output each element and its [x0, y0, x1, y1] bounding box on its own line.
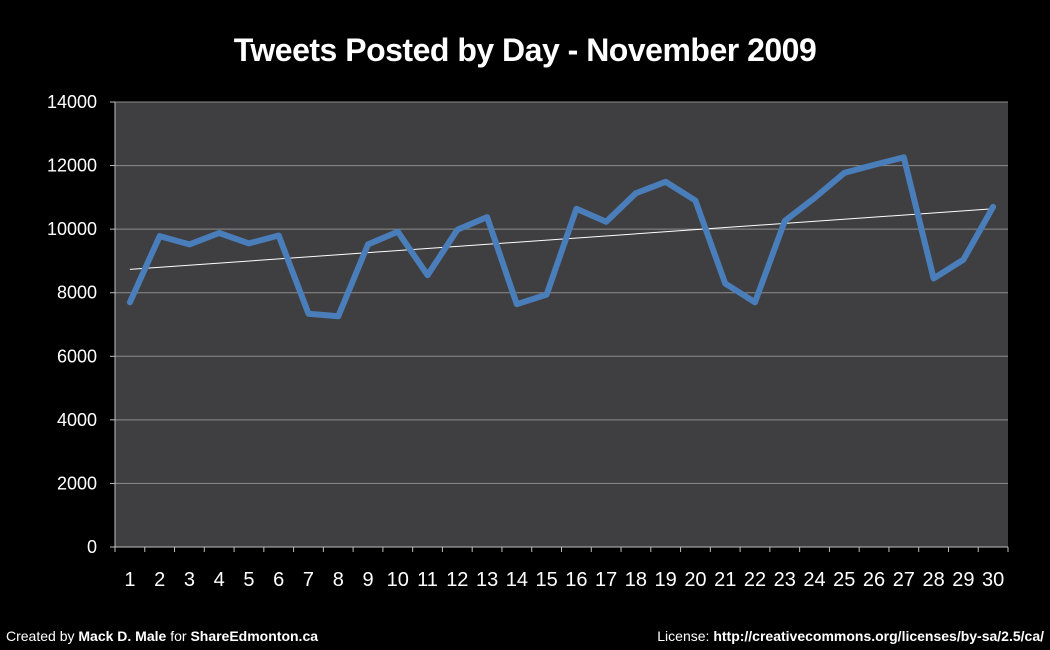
y-tick-label: 0: [87, 537, 97, 557]
trendline-layer: [129, 208, 994, 270]
footer-credit-middle: for: [166, 628, 191, 644]
y-tick-label: 14000: [47, 92, 97, 112]
footer-credit-prefix: Created by: [6, 628, 79, 644]
x-tick-label: 18: [625, 569, 647, 591]
x-tick-label: 25: [833, 569, 855, 591]
x-tick-label: 7: [303, 569, 314, 591]
x-tick-label: 13: [476, 569, 498, 591]
x-axis-tick-labels: 1 2 3 4 5 6 7 8 9 10 11 12 13 14 15 16 17 18 19 20 21 22 23 24 2…: [124, 569, 1004, 591]
x-tick-label: 20: [684, 569, 706, 591]
x-tick-label: 23: [774, 569, 796, 591]
series-layer: [126, 154, 997, 320]
x-tick-label: 30: [982, 569, 1004, 591]
x-tick-label: 26: [863, 569, 885, 591]
x-tick-label: 5: [243, 569, 254, 591]
x-tick-label: 16: [565, 569, 587, 591]
footer-author: Mack D. Male: [78, 628, 167, 644]
x-tick-label: 11: [417, 569, 438, 591]
y-tick-label: 8000: [57, 283, 97, 303]
x-tick-label: 21: [714, 569, 736, 591]
x-tick-label: 22: [744, 569, 766, 591]
axes: [110, 101, 1009, 552]
y-tick-label: 10000: [47, 219, 97, 239]
x-tick-label: 24: [803, 569, 825, 591]
x-tick-label: 17: [595, 569, 617, 591]
plot-area: [115, 102, 1008, 547]
y-tick-label: 2000: [57, 473, 97, 493]
x-tick-label: 14: [506, 569, 528, 591]
x-tick-label: 9: [362, 569, 373, 591]
y-tick-label: 4000: [57, 410, 97, 430]
footer-credit: Created by Mack D. Male for ShareEdmonto…: [6, 628, 318, 644]
footer-site: ShareEdmonton.ca: [190, 628, 319, 644]
x-tick-label: 8: [333, 569, 344, 591]
x-tick-label: 2: [154, 569, 165, 591]
x-tick-label: 4: [214, 569, 225, 591]
x-tick-label: 19: [655, 569, 677, 591]
gridlines: [115, 101, 1008, 484]
x-tick-label: 3: [184, 569, 195, 591]
x-tick-label: 29: [952, 569, 974, 591]
series-line: [126, 154, 997, 320]
x-tick-label: 10: [387, 569, 409, 591]
x-tick-label: 12: [446, 569, 468, 591]
trendline: [129, 208, 994, 270]
chart-title: Tweets Posted by Day - November 2009: [233, 32, 817, 68]
x-tick-label: 28: [922, 569, 944, 591]
x-tick-label: 1: [124, 569, 135, 591]
footer-license: License: http://creativecommons.org/lice…: [657, 628, 1044, 644]
x-tick-label: 15: [535, 569, 557, 591]
x-tick-label: 27: [893, 569, 915, 591]
y-tick-label: 6000: [57, 346, 97, 366]
footer-license-url[interactable]: http://creativecommons.org/licenses/by-s…: [713, 628, 1044, 644]
x-tick-label: 6: [273, 569, 284, 591]
y-axis-tick-labels: 0 2000 4000 6000 8000 10000 12000 14000: [47, 92, 97, 557]
y-tick-label: 12000: [47, 156, 97, 176]
footer-license-prefix: License:: [657, 628, 714, 644]
